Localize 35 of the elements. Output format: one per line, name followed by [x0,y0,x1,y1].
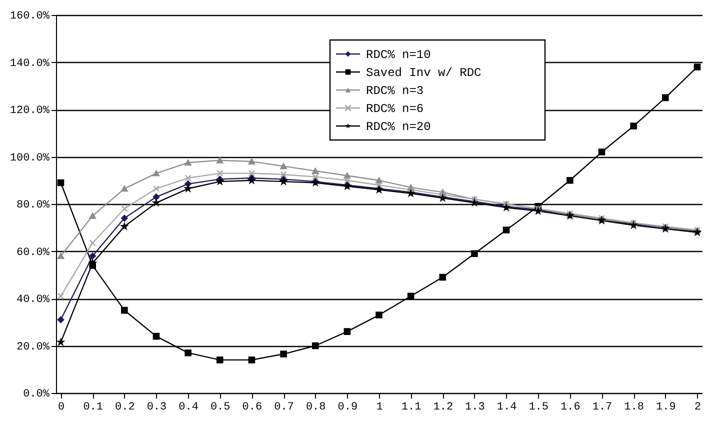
x-tick-label: 0 [58,402,65,414]
x-tick-label: 1.8 [624,402,644,414]
y-tick-label: 40.0% [16,294,50,306]
x-tick-label: 0.9 [338,402,358,414]
x-tick-label: 1 [376,402,384,414]
x-tick-label: 0.7 [274,402,294,414]
legend-label: RDC% n=10 [366,48,431,62]
x-tick-label: 0.8 [306,402,326,414]
legend-label: RDC% n=6 [366,102,424,116]
x-tick-label: 1.7 [592,402,612,414]
x-tick-label: 0.5 [210,402,230,414]
x-tick-label: 1.2 [433,402,454,414]
x-tick-label: 1.3 [465,402,485,414]
x-tick-label: 0.4 [178,402,199,414]
y-tick-label: 60.0% [16,246,50,259]
x-tick-label: 0.1 [83,402,104,414]
legend-label: Saved Inv w/ RDC [366,66,482,80]
x-tick-label: 1.9 [656,402,676,414]
y-tick-label: 80.0% [16,200,50,212]
y-tick-label: 20.0% [16,341,50,354]
x-tick-label: 1.5 [528,402,549,414]
y-tick-label: 160.0% [10,10,50,22]
x-tick-label: 1.1 [401,402,422,414]
x-tick-label: 1.4 [496,402,518,414]
x-tick-label: 1.6 [560,402,580,414]
x-tick-label: 0.3 [146,402,167,414]
x-tick-label: 0.6 [242,402,262,414]
x-tick-label: 0.2 [115,402,135,414]
y-tick-label: 120.0% [10,105,50,117]
y-tick-label: 0.0% [23,388,50,400]
legend-label: RDC% n=20 [366,120,431,134]
y-tick-label: 140.0% [10,58,50,70]
y-tick-label: 100.0% [10,152,50,164]
legend-label: RDC% n=3 [366,84,424,98]
x-tick-label: 2 [694,402,702,414]
